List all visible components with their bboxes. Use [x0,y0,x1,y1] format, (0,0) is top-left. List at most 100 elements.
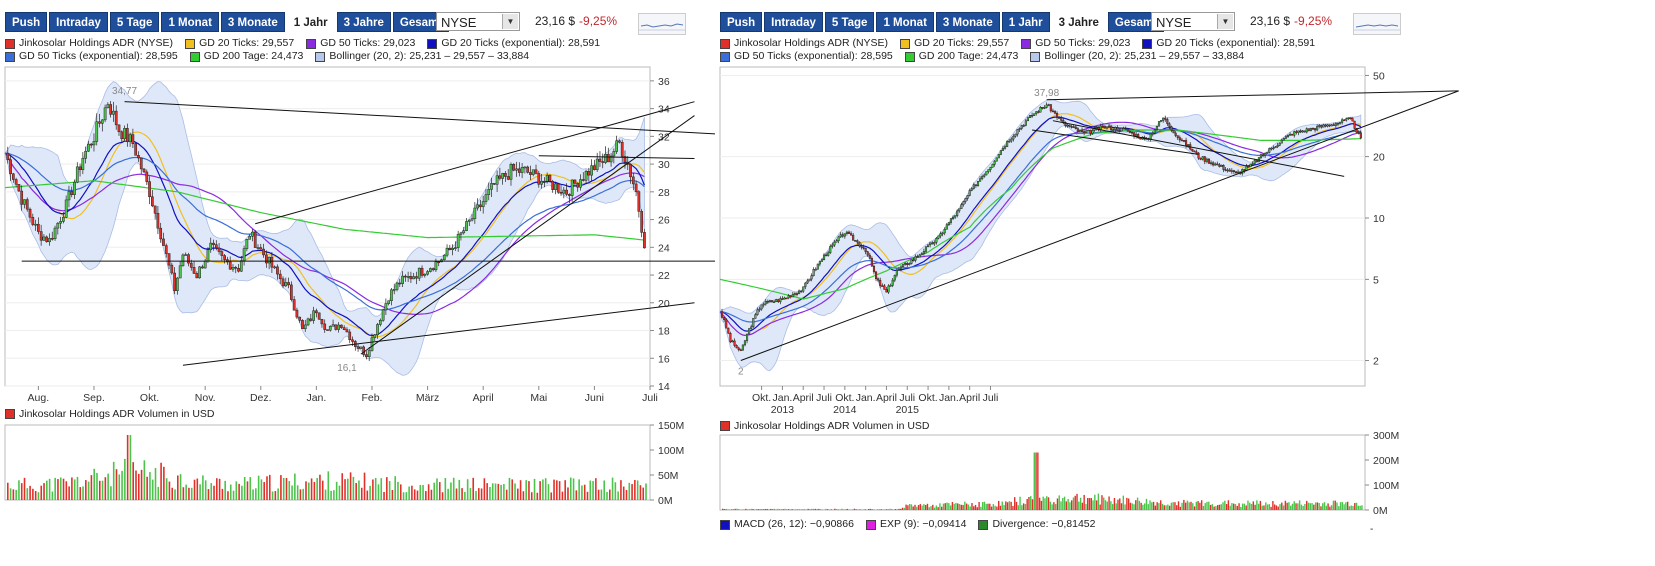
tab-1-jahr[interactable]: 1 Jahr [286,12,335,32]
exchange-select[interactable]: NYSE ▼ [1151,12,1235,31]
candle [1128,131,1131,133]
tab-3-monate[interactable]: 3 Monate [220,12,285,32]
volume-bar [394,476,396,500]
chart-thumbnail[interactable] [638,13,686,35]
candle [401,275,404,284]
volume-bar [586,491,589,500]
tab-push[interactable]: Push [720,12,763,32]
candle [643,232,646,249]
candle [870,258,873,267]
tab-5-tage[interactable]: 5 Tage [824,12,875,32]
volume-bar [399,484,402,500]
price-quote: 23,16 $ -9,25% [1250,14,1332,28]
candle [1266,152,1269,154]
x-tick-label: Feb. [361,392,382,404]
exchange-select[interactable]: NYSE ▼ [436,12,520,31]
volume-bar [107,473,109,500]
volume-bar [294,473,296,500]
volume-bar [1218,504,1221,510]
volume-bar [962,504,964,510]
volume-bar [830,509,833,510]
tab-1-jahr[interactable]: 1 Jahr [1001,12,1050,32]
volume-bar [839,509,841,510]
volume-bar [997,500,1000,510]
volume-bar [282,477,285,500]
candle [112,110,115,115]
candle [448,247,452,251]
tab-5-tage[interactable]: 5 Tage [109,12,160,32]
tab-gesamt[interactable]: Gesamt [392,12,450,32]
candle [891,279,894,286]
candle [481,201,485,208]
legend-swatch [978,519,989,530]
volume-bar [87,481,90,500]
candle [981,176,984,180]
candle [117,124,121,133]
tab-intraday[interactable]: Intraday [49,12,108,32]
volume-bar [608,489,611,500]
candle [881,285,884,287]
volume-bar [978,501,980,510]
volume-bar [1279,504,1281,510]
tab-1-monat[interactable]: 1 Monat [876,12,934,32]
volume-bar [567,487,569,500]
volume-bar [321,480,324,500]
tab-3-jahre[interactable]: 3 Jahre [336,12,391,32]
volume-bar [634,479,636,500]
chevron-down-icon: ▼ [1217,14,1233,29]
candle [843,233,846,237]
volume-bar [23,477,26,500]
candle [242,248,246,261]
candle [1164,117,1167,120]
volume-bar [360,487,363,500]
volume-bar [1074,495,1076,510]
volume-bar [1046,496,1048,510]
candle [406,276,410,278]
candle [565,189,568,195]
tab-gesamt[interactable]: Gesamt [1107,12,1165,32]
volume-bar [864,509,866,510]
volume-bar [96,472,98,500]
candle [760,304,763,310]
candle [1166,119,1169,125]
volume-bar [620,480,622,500]
volume-bar [1072,497,1075,510]
tab-1-monat[interactable]: 1 Monat [161,12,219,32]
candle [273,266,277,269]
tab-3-monate[interactable]: 3 Monate [935,12,1000,32]
candle [1309,128,1312,131]
candle [1176,135,1179,138]
legend-swatch [315,51,326,62]
candle [1155,125,1158,130]
volume-bar [1088,498,1091,510]
volume-bar [611,477,614,500]
candle [1336,122,1340,125]
volume-bar [129,435,132,500]
y-tick-label: 5 [1373,274,1379,286]
volume-bar [26,488,29,500]
candle [1026,117,1029,122]
candle [1195,151,1198,154]
candle [1074,126,1077,129]
volume-bar [1047,497,1050,510]
candle [526,166,530,173]
chart-thumbnail[interactable] [1353,13,1401,35]
volume-bar [973,506,975,510]
candle [462,230,466,234]
volume-bar [1143,503,1146,510]
trend-line [1046,90,1459,101]
volume-bar [1167,504,1169,510]
volume-bar [1220,504,1222,510]
volume-bar [725,508,727,510]
tab-3-jahre[interactable]: 3 Jahre [1051,12,1106,32]
tab-push[interactable]: Push [5,12,48,32]
candle [835,240,838,243]
candle [437,261,441,264]
volume-bar [397,481,399,500]
volume-bar [935,505,938,510]
volume-bar [1247,500,1249,510]
volume-bar [202,475,204,500]
tab-intraday[interactable]: Intraday [764,12,823,32]
volume-bar [427,484,430,500]
volume-bar [754,509,756,510]
